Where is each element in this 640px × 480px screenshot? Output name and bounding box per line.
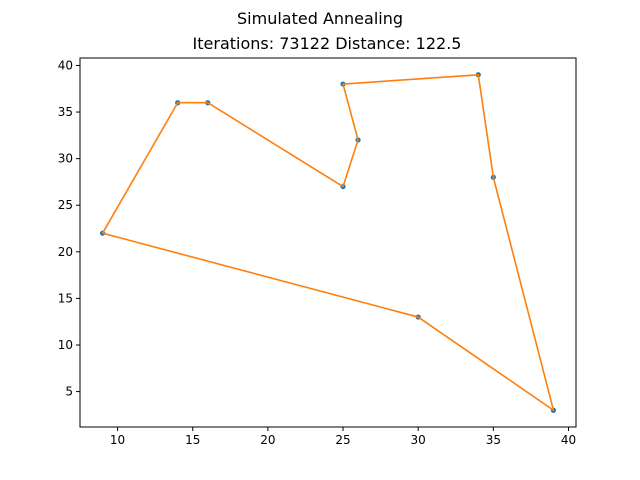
x-tick-label: 35 <box>486 433 501 447</box>
chart-title: Simulated Annealing <box>237 9 403 28</box>
x-tick-label: 25 <box>335 433 350 447</box>
x-tick-label: 10 <box>110 433 125 447</box>
axis-ticks: 10 15 20 25 30 35 40 5 10 15 20 25 30 35 40 <box>58 58 576 447</box>
y-tick-label: 25 <box>58 198 73 212</box>
x-tick-label: 15 <box>185 433 200 447</box>
y-tick-label: 40 <box>58 58 73 72</box>
x-tick-label: 30 <box>411 433 426 447</box>
axes-frame <box>79 57 577 428</box>
y-tick-label: 10 <box>58 338 73 352</box>
y-tick-label: 20 <box>58 245 73 259</box>
chart-subtitle: Iterations: 73122 Distance: 122.5 <box>193 34 462 53</box>
y-tick-label: 30 <box>58 152 73 166</box>
y-tick-label: 5 <box>65 385 73 399</box>
y-tick-label: 15 <box>58 291 73 305</box>
y-tick-label: 35 <box>58 105 73 119</box>
x-tick-label: 40 <box>561 433 576 447</box>
route-line <box>101 73 555 412</box>
x-tick-label: 20 <box>260 433 275 447</box>
plot-area <box>99 72 557 413</box>
